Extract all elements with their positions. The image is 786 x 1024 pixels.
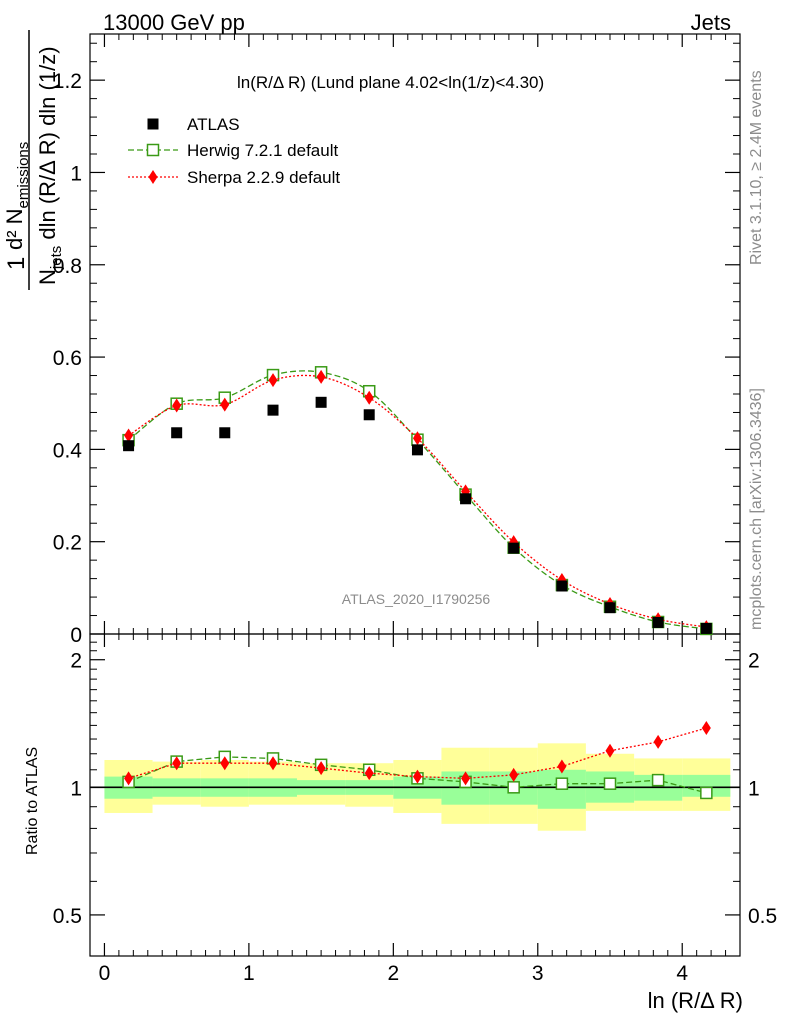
atlas-point [700, 622, 712, 634]
y-label-one: 1 [3, 257, 30, 270]
ratio-uncertainty-bands [90, 743, 740, 831]
atlas-point [652, 616, 664, 628]
ratio-y-tick-label: 1 [70, 777, 82, 800]
header-right: Jets [691, 10, 731, 35]
y-tick-label: 0 [70, 624, 82, 647]
atlas-point [171, 427, 183, 439]
y-tick-label: 1.2 [53, 70, 82, 93]
stat-uncertainty-band [682, 774, 731, 797]
legend-marker [148, 170, 158, 184]
sherpa-point [172, 398, 182, 413]
side-text-mcplots: mcplots.cern.ch [arXiv:1306.3436] [748, 388, 765, 630]
legend-marker [147, 118, 159, 130]
y-label-denominator: Njets dln (R/Δ R) dln (1/z) [35, 46, 65, 285]
sherpa-point [220, 397, 230, 412]
sherpa-ratio-point [172, 756, 182, 771]
sherpa-point [316, 369, 326, 384]
legend-label: Herwig 7.2.1 default [187, 141, 338, 160]
plot-title: ln(R/Δ R) (Lund plane 4.02<ln(1/z)<4.30) [237, 73, 544, 92]
legend: ATLAS Herwig 7.2.1 default Sherpa 2.2.9 de… [128, 115, 340, 187]
sherpa-point [364, 390, 374, 405]
sherpa-ratio-point [509, 767, 519, 782]
atlas-point [219, 427, 231, 439]
atlas-point [123, 440, 135, 452]
sherpa-ratio-point [653, 734, 663, 749]
y-axis-label-main: 1 d² Nemissions Njets dln (R/Δ R) dln (1… [2, 30, 65, 290]
atlas-point [411, 444, 423, 456]
atlas-point [315, 396, 327, 408]
atlas-point [460, 493, 472, 505]
atlas-point [267, 404, 279, 416]
sherpa-ratio-point [557, 759, 567, 774]
y-tick-label: 0.2 [53, 532, 82, 555]
ratio-y-tick-label-right: 0.5 [748, 905, 777, 928]
herwig-ratio-point [555, 777, 569, 790]
ratio-y-tick-label: 2 [70, 650, 82, 673]
sherpa-ratio-point [220, 756, 230, 771]
atlas-point [556, 580, 568, 592]
y-tick-label: 0.6 [53, 347, 82, 370]
sherpa-ratio-point [268, 756, 278, 771]
sherpa-ratio-point [605, 743, 615, 758]
sherpa-point [124, 428, 134, 443]
herwig-ratio-point [603, 777, 617, 790]
x-tick-label: 1 [243, 962, 255, 985]
ratio-series [122, 721, 713, 800]
atlas-point [604, 602, 616, 614]
x-tick-label: 0 [99, 962, 111, 985]
sherpa-ratio-point [461, 771, 471, 786]
main-series [122, 366, 713, 636]
x-tick-label: 3 [532, 962, 544, 985]
header-left: 13000 GeV pp [103, 10, 245, 35]
y-tick-label: 0.4 [53, 439, 83, 462]
sherpa-ratio-point [316, 761, 326, 776]
sherpa-ratio-point [364, 766, 374, 781]
y-tick-label: 0.8 [53, 255, 82, 278]
ratio-axes-frame [89, 633, 741, 957]
herwig-ratio-point [651, 773, 665, 787]
sherpa-ratio-point [701, 721, 711, 736]
x-axis-label: ln (R/Δ R) [648, 988, 743, 1013]
sherpa-line [128, 374, 707, 628]
side-text-rivet: Rivet 3.1.10, ≥ 2.4M events [748, 70, 765, 265]
x-tick-label: 4 [676, 962, 688, 985]
ratio-axis-ticks: 0 1 2 3 4 0.5 0.5 1 1 2 2 [53, 634, 777, 985]
sherpa-point [268, 373, 278, 388]
atlas-point [508, 542, 520, 554]
atlas-point [363, 409, 375, 421]
y-tick-label: 1 [70, 162, 82, 185]
y-label-numerator: d² Nemissions [2, 142, 32, 250]
analysis-watermark: ATLAS_2020_I1790256 [342, 591, 491, 607]
herwig-ratio-point [507, 781, 520, 794]
legend-label: Sherpa 2.2.9 default [187, 168, 340, 187]
sherpa-ratio-point [412, 769, 422, 784]
legend-label: ATLAS [187, 115, 240, 134]
sherpa-ratio-point [124, 771, 134, 786]
y-axis-label-ratio: Ratio to ATLAS [24, 747, 41, 855]
legend-marker [146, 143, 160, 157]
ratio-y-tick-label-right: 1 [748, 777, 760, 800]
main-axis-ticks: 0 0.2 0.4 0.6 0.8 1 1.2 [53, 34, 741, 647]
sherpa-point [412, 431, 422, 446]
herwig-ratio-point [700, 786, 713, 800]
ratio-y-tick-label: 0.5 [53, 905, 82, 928]
x-tick-label: 2 [387, 962, 399, 985]
ratio-y-tick-label-right: 2 [748, 650, 760, 673]
